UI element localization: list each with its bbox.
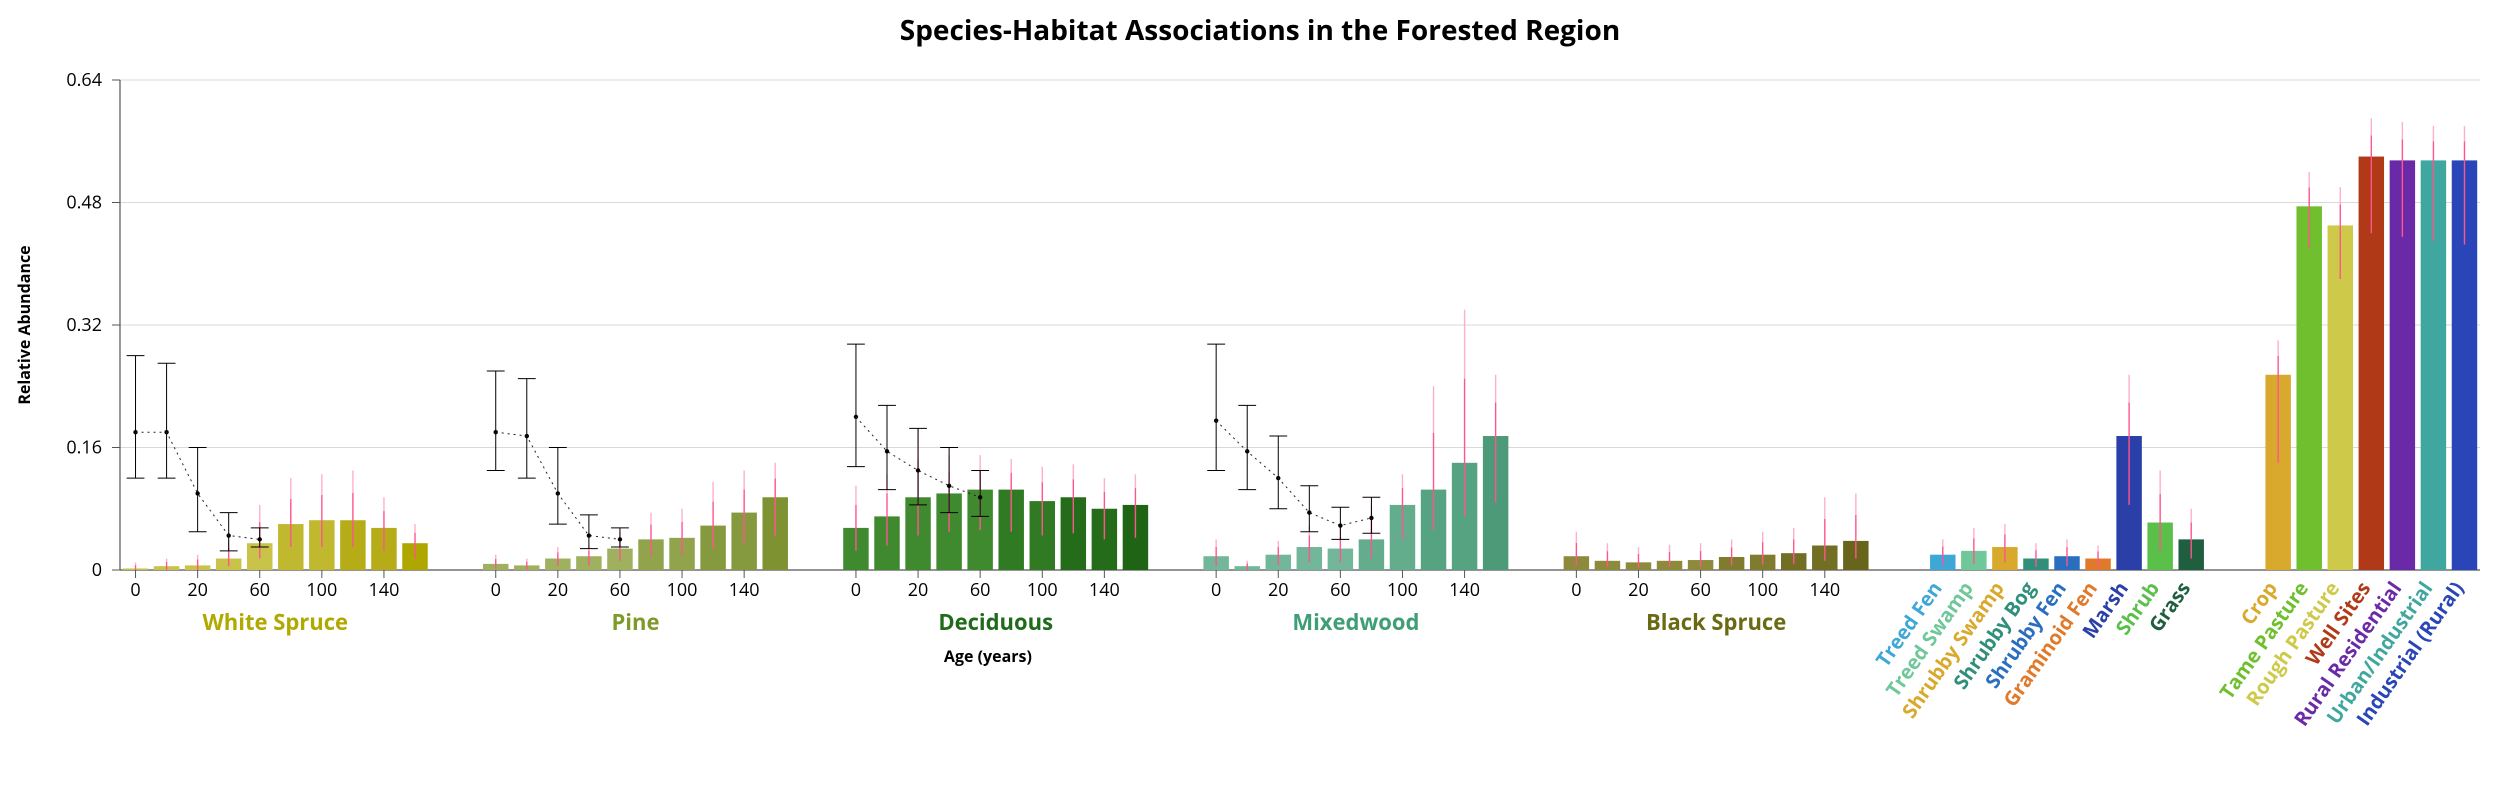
forest-group-label: White Spruce <box>203 607 349 637</box>
age-tick-label: 20 <box>187 578 208 602</box>
age-tick-label: 60 <box>970 578 991 602</box>
ref-point <box>916 468 920 472</box>
age-tick-label: 100 <box>1387 578 1418 602</box>
age-tick-label: 140 <box>1089 578 1120 602</box>
rotated-labels: Treed FenTreed SwampShrubby SwampShrubby… <box>1869 575 2469 731</box>
age-tick-label: 100 <box>667 578 698 602</box>
age-tick-label: 60 <box>610 578 631 602</box>
ref-point <box>195 491 199 495</box>
age-tick-label: 100 <box>1747 578 1778 602</box>
age-tick-label: 0 <box>1571 578 1581 602</box>
yaxis-label: Relative Abundance <box>13 245 35 404</box>
chart-svg: Species-Habitat Associations in the Fore… <box>0 0 2520 800</box>
ref-point <box>1307 510 1311 514</box>
ref-point <box>1369 516 1373 520</box>
ref-line <box>1216 421 1371 526</box>
bars <box>123 157 2477 570</box>
xaxis-label: Age (years) <box>944 645 1032 667</box>
forest-group-label: Mixedwood <box>1292 607 1419 637</box>
age-tick-label: 60 <box>249 578 270 602</box>
ytick-label: 0.32 <box>66 313 102 337</box>
chart-title: Species-Habitat Associations in the Fore… <box>900 11 1620 49</box>
ref-point <box>226 533 230 537</box>
ytick-label: 0.16 <box>66 436 102 460</box>
age-tick-label: 0 <box>491 578 501 602</box>
age-tick-label: 20 <box>548 578 569 602</box>
ytick-label: 0.64 <box>66 68 102 92</box>
ytick-label: 0 <box>92 558 102 582</box>
age-tick-label: 60 <box>1690 578 1711 602</box>
chart-root: Species-Habitat Associations in the Fore… <box>0 0 2520 800</box>
ytick-label: 0.48 <box>66 191 102 215</box>
age-tick-label: 20 <box>1628 578 1649 602</box>
forest-group-label: Deciduous <box>938 607 1053 637</box>
age-tick-label: 140 <box>369 578 400 602</box>
ref-point <box>947 484 951 488</box>
group-labels: White Spruce Pine Deciduous Mixedwood Black … <box>203 607 1787 637</box>
forest-group-label: Black Spruce <box>1646 607 1786 637</box>
age-tick-label: 0 <box>130 578 140 602</box>
age-tick-label: 20 <box>908 578 929 602</box>
age-tick-label: 100 <box>1027 578 1058 602</box>
age-tick-label: 60 <box>1330 578 1351 602</box>
ref-point <box>885 449 889 453</box>
age-tick-label: 140 <box>1809 578 1840 602</box>
forest-group-label: Pine <box>611 607 659 637</box>
bar <box>2296 206 2321 570</box>
age-tick-label: 100 <box>306 578 337 602</box>
age-tick-label: 140 <box>729 578 760 602</box>
age-tick-label: 20 <box>1268 578 1289 602</box>
error-bars <box>136 118 2465 570</box>
age-tick-label: 0 <box>1211 578 1221 602</box>
xticks: 0 20 60 100 140 0 20 60 100 140 0 20 60 100 140 0 20 60 10… <box>130 570 1840 602</box>
age-tick-label: 0 <box>851 578 861 602</box>
ref-point <box>1338 523 1342 527</box>
age-tick-label: 140 <box>1449 578 1480 602</box>
